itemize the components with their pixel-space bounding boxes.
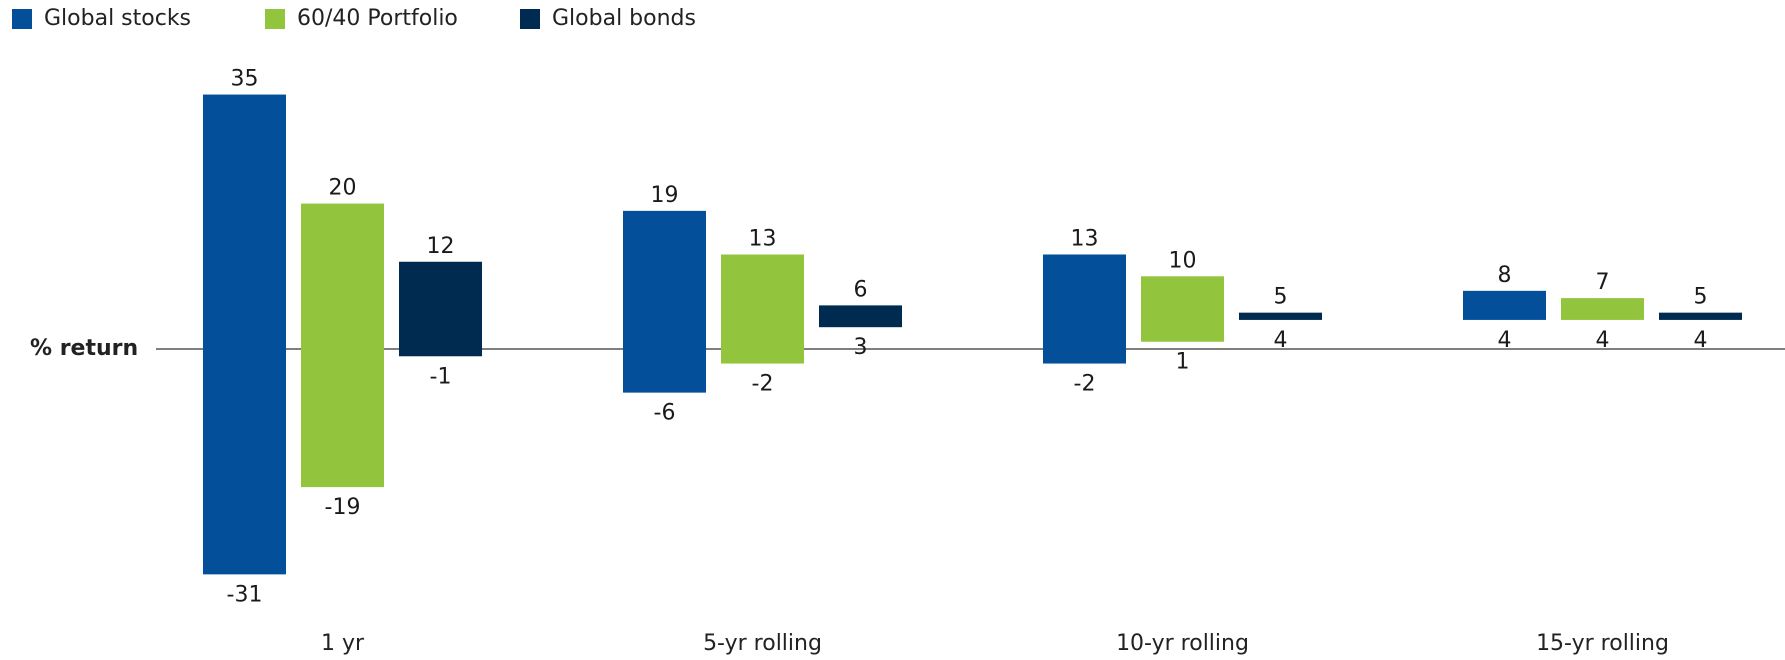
bar-60-40-portfolio-15-yr-rolling	[1561, 298, 1644, 320]
legend-label-global-stocks: Global stocks	[44, 6, 192, 31]
data-label-high-60-40-portfolio-1-yr: 20	[329, 176, 357, 201]
x-tick-label-1-yr: 1 yr	[321, 631, 365, 656]
data-label-low-global-stocks-10-yr-rolling: -2	[1074, 372, 1096, 397]
bar-global-stocks-1-yr	[203, 94, 286, 575]
legend-swatch-global-stocks	[12, 8, 32, 29]
bar-global-bonds-1-yr	[399, 261, 482, 357]
data-label-low-global-stocks-15-yr-rolling: 4	[1498, 328, 1512, 353]
data-label-low-global-bonds-1-yr: -1	[430, 364, 452, 389]
data-label-low-60-40-portfolio-1-yr: -19	[325, 495, 361, 520]
data-label-high-global-bonds-1-yr: 12	[427, 234, 455, 259]
bar-global-stocks-5-yr-rolling	[623, 210, 706, 393]
data-label-low-global-bonds-10-yr-rolling: 4	[1274, 328, 1288, 353]
data-label-low-global-bonds-5-yr-rolling: 3	[854, 335, 868, 360]
bar-60-40-portfolio-1-yr	[301, 203, 384, 488]
data-label-low-global-bonds-15-yr-rolling: 4	[1694, 328, 1708, 353]
data-label-high-60-40-portfolio-15-yr-rolling: 7	[1596, 270, 1610, 295]
data-label-high-global-stocks-5-yr-rolling: 19	[651, 183, 679, 208]
y-axis-label: % return	[30, 336, 139, 361]
legend: Global stocks 60/40 Portfolio Global bon…	[12, 6, 696, 31]
data-label-high-global-bonds-15-yr-rolling: 5	[1694, 285, 1708, 310]
legend-item-global-stocks: Global stocks	[12, 6, 265, 31]
legend-label-global-bonds: Global bonds	[552, 6, 696, 31]
bar-global-bonds-10-yr-rolling	[1239, 312, 1322, 320]
legend-swatch-global-bonds	[520, 8, 540, 29]
legend-item-global-bonds: Global bonds	[520, 6, 696, 31]
legend-swatch-60-40-portfolio	[265, 8, 285, 29]
data-label-low-global-stocks-5-yr-rolling: -6	[654, 401, 676, 426]
bar-60-40-portfolio-10-yr-rolling	[1141, 276, 1224, 342]
bar-global-bonds-15-yr-rolling	[1659, 312, 1742, 320]
bar-global-stocks-10-yr-rolling	[1043, 254, 1126, 364]
x-tick-label-5-yr-rolling: 5-yr rolling	[703, 631, 822, 656]
data-label-low-60-40-portfolio-10-yr-rolling: 1	[1176, 350, 1190, 375]
data-label-high-60-40-portfolio-10-yr-rolling: 10	[1169, 248, 1197, 273]
bar-60-40-portfolio-5-yr-rolling	[721, 254, 804, 364]
data-label-low-60-40-portfolio-15-yr-rolling: 4	[1596, 328, 1610, 353]
legend-item-60-40-portfolio: 60/40 Portfolio	[265, 6, 520, 31]
x-tick-label-10-yr-rolling: 10-yr rolling	[1116, 631, 1249, 656]
data-label-low-60-40-portfolio-5-yr-rolling: -2	[752, 372, 774, 397]
data-label-low-global-stocks-1-yr: -31	[227, 582, 263, 607]
data-label-high-global-stocks-15-yr-rolling: 8	[1498, 263, 1512, 288]
bar-global-bonds-5-yr-rolling	[819, 305, 902, 328]
bar-global-stocks-15-yr-rolling	[1463, 290, 1546, 320]
data-label-high-60-40-portfolio-5-yr-rolling: 13	[749, 226, 777, 251]
data-label-high-global-bonds-5-yr-rolling: 6	[854, 277, 868, 302]
x-tick-label-15-yr-rolling: 15-yr rolling	[1536, 631, 1669, 656]
data-label-high-global-stocks-1-yr: 35	[231, 67, 259, 92]
data-label-high-global-stocks-10-yr-rolling: 13	[1071, 226, 1099, 251]
legend-label-60-40-portfolio: 60/40 Portfolio	[297, 6, 458, 31]
data-label-high-global-bonds-10-yr-rolling: 5	[1274, 285, 1288, 310]
